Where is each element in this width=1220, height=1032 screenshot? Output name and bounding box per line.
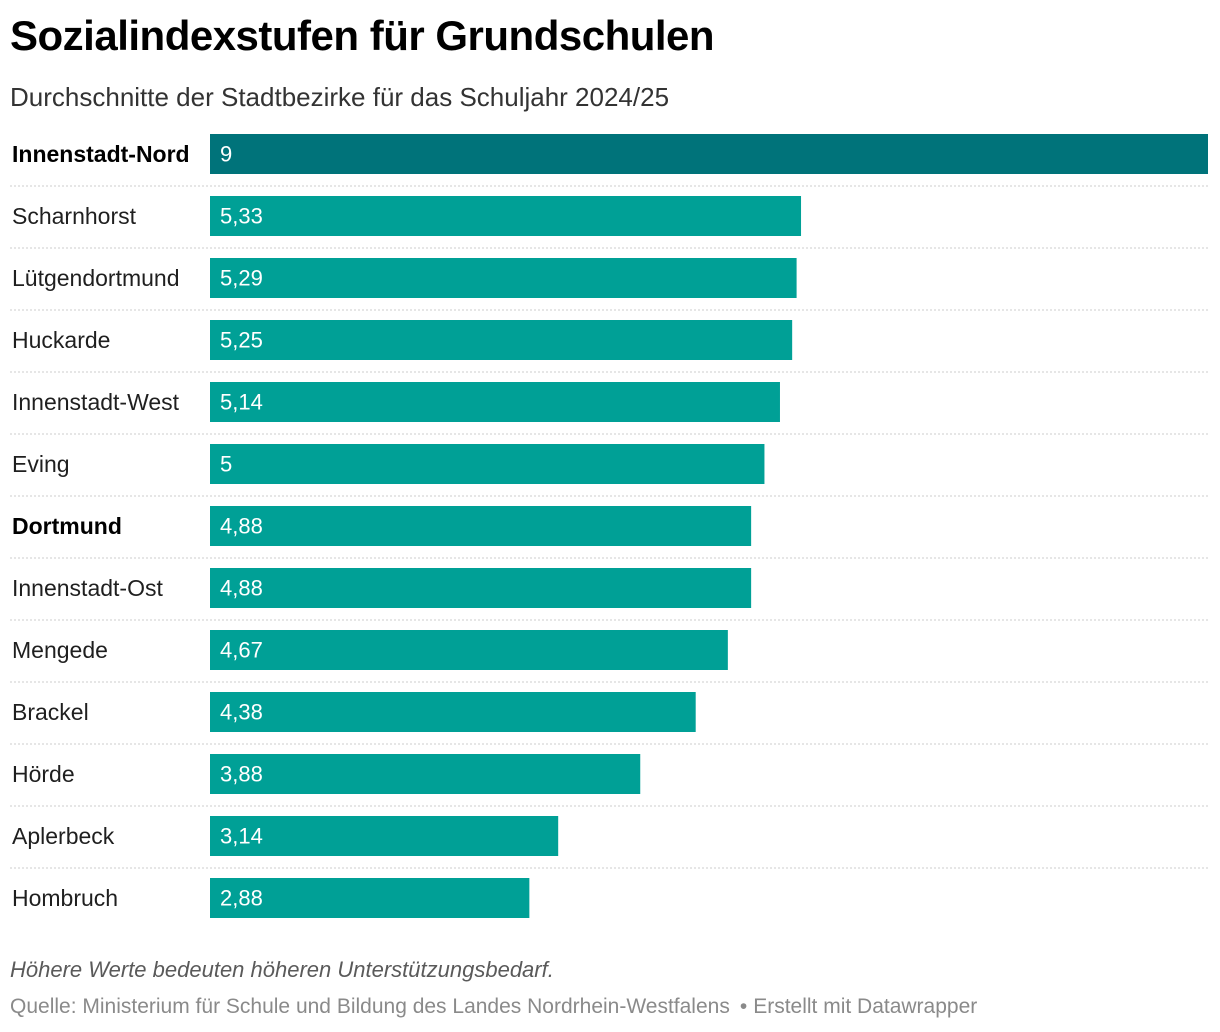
- bar-dortmund: [210, 506, 752, 546]
- category-label-innenstadt-ost: Innenstadt-Ost: [12, 575, 163, 601]
- value-label-scharnhorst: 5,33: [220, 204, 263, 229]
- value-label-brackel: 4,38: [220, 700, 263, 725]
- value-label-hombruch: 2,88: [220, 886, 263, 911]
- value-label-huckarde: 5,25: [220, 328, 263, 353]
- category-label-l-tgendortmund: Lütgendortmund: [12, 265, 180, 291]
- category-label-eving: Eving: [12, 451, 70, 477]
- footnote: Höhere Werte bedeuten höheren Unterstütz…: [10, 957, 554, 982]
- value-label-innenstadt-nord: 9: [220, 142, 232, 167]
- bar-h-rde: [210, 754, 641, 794]
- chart-title: Sozialindexstufen für Grundschulen: [10, 12, 715, 59]
- value-label-l-tgendortmund: 5,29: [220, 266, 263, 291]
- bar-aplerbeck: [210, 816, 559, 856]
- category-label-mengede: Mengede: [12, 637, 108, 663]
- bar-brackel: [210, 692, 696, 732]
- source-separator: •: [739, 995, 748, 1018]
- category-label-scharnhorst: Scharnhorst: [12, 203, 137, 229]
- bar-innenstadt-ost: [210, 568, 752, 608]
- value-label-eving: 5: [220, 452, 232, 477]
- bar-chart: Innenstadt-Nord 9 Scharnhorst 5,33 Lütgendor…: [10, 134, 1208, 918]
- category-label-h-rde: Hörde: [12, 761, 75, 787]
- source-line: Quelle: Ministerium für Schule und Bildu…: [10, 995, 977, 1019]
- bar-innenstadt-nord: [210, 134, 1208, 174]
- bar-innenstadt-west: [210, 382, 780, 422]
- bar-eving: [210, 444, 765, 484]
- value-label-innenstadt-west: 5,14: [220, 390, 263, 415]
- bar-l-tgendortmund: [210, 258, 797, 298]
- category-label-innenstadt-west: Innenstadt-West: [12, 389, 180, 415]
- value-label-dortmund: 4,88: [220, 514, 263, 539]
- category-label-dortmund: Dortmund: [12, 513, 122, 539]
- category-label-hombruch: Hombruch: [12, 885, 118, 911]
- source-text: Quelle: Ministerium für Schule und Bildu…: [10, 995, 730, 1018]
- credit-text: Erstellt mit Datawrapper: [753, 995, 978, 1018]
- bar-scharnhorst: [210, 196, 802, 236]
- category-label-brackel: Brackel: [12, 699, 89, 725]
- category-label-huckarde: Huckarde: [12, 327, 110, 353]
- value-label-aplerbeck: 3,14: [220, 824, 263, 849]
- chart-subtitle: Durchschnitte der Stadtbezirke für das S…: [10, 82, 670, 112]
- value-label-h-rde: 3,88: [220, 762, 263, 787]
- bar-mengede: [210, 630, 728, 670]
- bar-hombruch: [210, 878, 530, 918]
- value-label-innenstadt-ost: 4,88: [220, 576, 263, 601]
- category-label-aplerbeck: Aplerbeck: [12, 823, 115, 849]
- bar-huckarde: [210, 320, 793, 360]
- value-label-mengede: 4,67: [220, 638, 263, 663]
- category-label-innenstadt-nord: Innenstadt-Nord: [12, 141, 190, 167]
